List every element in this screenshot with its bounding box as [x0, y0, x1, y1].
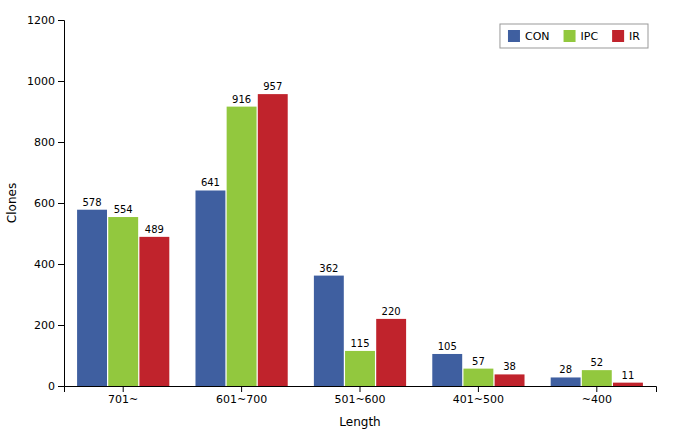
x-tick-label: 601~700 [216, 393, 267, 406]
y-tick-label: 600 [34, 197, 55, 210]
y-tick-mark [58, 325, 64, 326]
x-axis: 701~ 601~700 501~600 401~500 ~400 [65, 386, 657, 406]
y-tick-label: 800 [34, 136, 55, 149]
bar [613, 383, 643, 386]
bar [314, 276, 344, 386]
data-label: 641 [201, 177, 220, 188]
data-label: 38 [503, 361, 516, 372]
legend-label: IPC [581, 30, 599, 43]
data-label: 11 [622, 370, 635, 381]
y-tick-mark [58, 203, 64, 204]
bar [77, 210, 107, 386]
x-tick: ~400 [582, 386, 612, 406]
y-tick: 400 [34, 258, 64, 271]
data-label: 220 [382, 306, 401, 317]
data-label: 957 [263, 81, 282, 92]
bar [258, 94, 288, 386]
chart: 0 200 400 600 800 1000 1200 701~ 601~700 501~600 4… [0, 0, 676, 436]
y-tick-mark [58, 142, 64, 143]
y-tick: 0 [48, 380, 64, 393]
bar [108, 217, 138, 386]
x-tick-mark [241, 386, 242, 392]
y-axis: 0 200 400 600 800 1000 1200 [27, 14, 65, 393]
x-tick-mark [596, 386, 597, 392]
bar [495, 374, 525, 386]
y-tick: 800 [34, 136, 64, 149]
x-tick-label: 701~ [108, 393, 138, 406]
plot: 0 200 400 600 800 1000 1200 701~ 601~700 501~600 4… [27, 14, 657, 406]
y-tick-mark [58, 81, 64, 82]
legend-label: CON [525, 30, 550, 43]
y-tick-mark [58, 386, 64, 387]
y-axis-title: Clones [5, 183, 19, 223]
data-label: 554 [114, 204, 133, 215]
legend-swatch [612, 30, 624, 42]
data-label: 28 [559, 364, 572, 375]
y-tick-mark [58, 264, 64, 265]
x-tick-mark [123, 386, 124, 392]
y-tick-label: 1000 [27, 75, 55, 88]
data-label: 916 [232, 94, 251, 105]
x-tick: 501~600 [334, 386, 385, 406]
y-tick-mark [58, 20, 64, 21]
bar [195, 190, 225, 386]
bar [139, 237, 169, 386]
data-label: 578 [82, 197, 101, 208]
x-tick-label: ~400 [582, 393, 612, 406]
data-label: 52 [590, 357, 603, 368]
bar [227, 107, 257, 386]
bar [432, 354, 462, 386]
y-tick: 1200 [27, 14, 64, 27]
y-tick-label: 200 [34, 319, 55, 332]
y-tick: 200 [34, 319, 64, 332]
data-label: 57 [472, 356, 485, 367]
x-tick-label: 501~600 [334, 393, 385, 406]
bar [345, 351, 375, 386]
legend-swatch [508, 30, 520, 42]
x-tick-label: 401~500 [453, 393, 504, 406]
legend: CON IPC IR [500, 24, 648, 48]
y-tick: 1000 [27, 75, 64, 88]
y-tick-label: 0 [48, 380, 55, 393]
legend-box [500, 24, 648, 48]
data-labels: 578 641 362 105 28 554 916 115 57 52 489 957 220 38 11 [82, 81, 634, 381]
x-tick: 401~500 [453, 386, 504, 406]
y-axis-line [58, 21, 65, 387]
y-tick-label: 1200 [27, 14, 55, 27]
bar [551, 377, 581, 386]
bar [582, 370, 612, 386]
data-label: 489 [145, 224, 164, 235]
x-axis-line [65, 387, 657, 393]
bar [463, 369, 493, 386]
y-tick-label: 400 [34, 258, 55, 271]
x-tick-mark [478, 386, 479, 392]
data-label: 362 [319, 263, 338, 274]
legend-label: IR [629, 30, 640, 43]
bars [77, 94, 643, 386]
data-label: 105 [438, 341, 457, 352]
legend-swatch [564, 30, 576, 42]
y-tick: 600 [34, 197, 64, 210]
data-label: 115 [350, 338, 369, 349]
bar [376, 319, 406, 386]
x-tick: 701~ [108, 386, 138, 406]
x-tick-mark [360, 386, 361, 392]
x-tick: 601~700 [216, 386, 267, 406]
x-axis-title: Length [339, 415, 380, 429]
